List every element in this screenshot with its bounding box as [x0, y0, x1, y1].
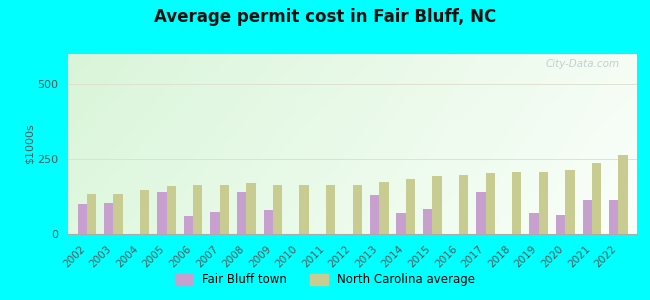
Bar — [609, 200, 618, 234]
Bar — [459, 175, 468, 234]
Bar — [529, 213, 539, 234]
Bar — [246, 183, 255, 234]
Bar — [193, 185, 202, 234]
Text: City-Data.com: City-Data.com — [546, 59, 620, 69]
Bar — [87, 194, 96, 234]
Bar — [352, 185, 362, 234]
Bar — [326, 185, 335, 234]
Bar — [114, 194, 123, 234]
Bar — [566, 170, 575, 234]
Bar — [486, 173, 495, 234]
Bar — [512, 172, 521, 234]
Bar — [396, 213, 406, 234]
Bar — [423, 208, 432, 234]
Bar — [77, 204, 87, 234]
Bar — [618, 155, 628, 234]
Bar — [273, 185, 282, 234]
Bar — [166, 186, 176, 234]
Bar — [370, 195, 379, 234]
Bar — [582, 200, 592, 234]
Bar — [157, 192, 166, 234]
Text: Average permit cost in Fair Bluff, NC: Average permit cost in Fair Bluff, NC — [154, 8, 496, 26]
Bar — [220, 185, 229, 234]
Bar — [592, 163, 601, 234]
Bar — [140, 190, 150, 234]
Bar — [211, 212, 220, 234]
Bar — [264, 210, 273, 234]
Bar — [237, 192, 246, 234]
Bar — [406, 179, 415, 234]
Bar — [300, 185, 309, 234]
Y-axis label: $1000s: $1000s — [25, 124, 34, 164]
Bar — [379, 182, 389, 234]
Bar — [476, 192, 486, 234]
Bar — [184, 216, 193, 234]
Bar — [539, 172, 548, 234]
Bar — [432, 176, 441, 234]
Bar — [104, 202, 114, 234]
Legend: Fair Bluff town, North Carolina average: Fair Bluff town, North Carolina average — [170, 269, 480, 291]
Bar — [556, 214, 566, 234]
